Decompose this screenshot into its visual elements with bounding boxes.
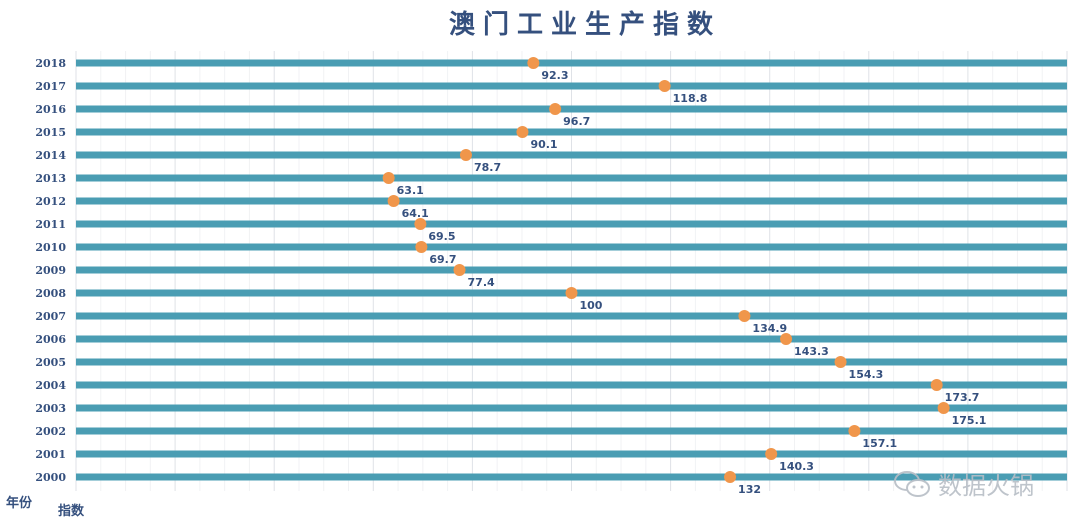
chart-title: 澳门工业生产指数 [448,10,721,40]
bar-2003 [76,404,1067,412]
y-tick-label: 2015 [35,126,66,139]
data-point-2010 [415,241,428,253]
data-point-2005 [834,356,847,368]
data-label-2015: 90.1 [530,138,557,151]
data-point-2004 [930,379,943,391]
bar-2000 [76,473,1067,481]
data-label-2018: 92.3 [541,69,568,82]
y-tick-label: 2001 [35,448,66,461]
bar-2001 [76,450,1067,458]
data-label-2003: 175.1 [952,414,987,427]
y-tick-label: 2018 [35,57,66,70]
bar-2017 [76,82,1067,90]
y-tick-label: 2005 [35,356,66,369]
data-point-2018 [527,57,540,69]
y-tick-label: 2010 [35,241,66,254]
y-tick-label: 2011 [35,218,66,231]
bar-2010 [76,243,1067,251]
y-tick-label: 2002 [35,425,66,438]
bar-2009 [76,266,1067,274]
data-label-2005: 154.3 [849,368,884,381]
data-label-2000: 132 [738,483,761,496]
bar-2013 [76,174,1067,182]
y-tick-label: 2017 [35,80,66,93]
data-label-2010: 69.7 [429,253,456,266]
watermark: 数据火锅 [892,466,1034,501]
bar-2018 [76,59,1067,67]
y-tick-label: 2013 [35,172,66,185]
data-point-2008 [565,287,578,299]
y-tick-label: 2006 [35,333,66,346]
data-point-2002 [848,425,861,437]
bar-2016 [76,105,1067,113]
bar-2006 [76,335,1067,343]
x-axis-title: 指数 [58,504,85,519]
bar-2015 [76,128,1067,136]
bar-2011 [76,220,1067,228]
data-point-2009 [453,264,466,276]
data-point-2001 [765,448,778,460]
y-tick-label: 2007 [35,310,66,323]
data-point-2016 [549,103,562,115]
data-point-2017 [658,80,671,92]
watermark-text: 数据火锅 [938,472,1034,500]
data-label-2001: 140.3 [779,460,814,473]
data-label-2008: 100 [580,299,603,312]
data-label-2004: 173.7 [945,391,980,404]
y-tick-label: 2012 [35,195,66,208]
data-label-2002: 157.1 [862,437,897,450]
bar-2014 [76,151,1067,159]
y-tick-label: 2009 [35,264,66,277]
data-point-2015 [516,126,529,138]
bar-2004 [76,381,1067,389]
y-tick-label: 2014 [35,149,66,162]
data-label-2014: 78.7 [474,161,501,174]
data-label-2017: 118.8 [673,92,708,105]
data-label-2011: 69.5 [428,230,455,243]
wechat-icon [894,470,930,497]
y-tick-label: 2008 [35,287,66,300]
data-label-2006: 143.3 [794,345,829,358]
bar-2002 [76,427,1067,435]
data-label-2009: 77.4 [468,276,495,289]
y-tick-label: 2000 [35,471,66,484]
bar-2007 [76,312,1067,320]
data-point-2000 [724,471,737,483]
data-label-2012: 64.1 [402,207,429,220]
y-tick-label: 2016 [35,103,66,116]
data-point-2007 [738,310,751,322]
data-label-2013: 63.1 [397,184,424,197]
bar-2005 [76,358,1067,366]
data-label-2007: 134.9 [752,322,787,335]
data-point-2006 [780,333,793,345]
data-point-2012 [387,195,400,207]
data-label-2016: 96.7 [563,115,590,128]
data-point-2014 [459,149,472,161]
data-point-2011 [414,218,427,230]
y-tick-label: 2004 [35,379,66,392]
data-point-2013 [382,172,395,184]
bar-2012 [76,197,1067,205]
data-point-2003 [937,402,950,414]
y-axis-title: 年份 [6,496,33,511]
y-tick-label: 2003 [35,402,66,415]
